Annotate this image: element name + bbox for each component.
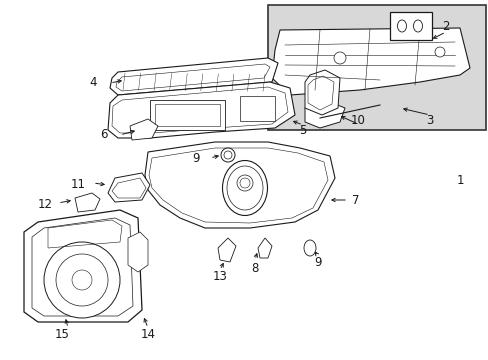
Polygon shape: [130, 119, 158, 140]
Ellipse shape: [226, 166, 263, 210]
Polygon shape: [110, 58, 278, 95]
Polygon shape: [145, 142, 334, 228]
Text: 13: 13: [212, 270, 227, 283]
Polygon shape: [108, 173, 150, 202]
Text: 15: 15: [55, 328, 69, 341]
Polygon shape: [271, 28, 469, 95]
Text: 1: 1: [455, 174, 463, 186]
Text: 9: 9: [314, 256, 321, 269]
Circle shape: [56, 254, 108, 306]
Circle shape: [72, 270, 92, 290]
Circle shape: [333, 52, 346, 64]
Text: 8: 8: [251, 261, 258, 274]
Polygon shape: [305, 70, 339, 115]
Circle shape: [224, 151, 231, 159]
Circle shape: [44, 242, 120, 318]
Circle shape: [240, 178, 249, 188]
Ellipse shape: [304, 240, 315, 256]
Circle shape: [237, 175, 252, 191]
Text: 7: 7: [351, 194, 359, 207]
Text: 14: 14: [140, 328, 155, 341]
Ellipse shape: [222, 161, 267, 216]
Polygon shape: [108, 82, 294, 138]
Text: 10: 10: [350, 113, 365, 126]
Circle shape: [221, 148, 235, 162]
Bar: [155, 104, 220, 126]
Text: 2: 2: [441, 21, 449, 33]
Polygon shape: [305, 102, 345, 128]
Polygon shape: [128, 232, 148, 272]
Text: 11: 11: [70, 179, 85, 192]
Polygon shape: [258, 238, 271, 258]
Text: 3: 3: [426, 113, 433, 126]
Circle shape: [434, 47, 444, 57]
Ellipse shape: [413, 20, 422, 32]
Ellipse shape: [397, 20, 406, 32]
Bar: [389, 12, 431, 40]
Polygon shape: [24, 210, 142, 322]
Text: 12: 12: [38, 198, 52, 211]
Polygon shape: [75, 193, 100, 212]
Polygon shape: [218, 238, 236, 262]
Text: 5: 5: [299, 123, 306, 136]
Bar: [150, 100, 224, 130]
Bar: [267, 5, 485, 130]
Text: 9: 9: [192, 152, 199, 165]
Bar: [240, 96, 274, 121]
Text: 4: 4: [89, 77, 97, 90]
Text: 6: 6: [100, 129, 107, 141]
